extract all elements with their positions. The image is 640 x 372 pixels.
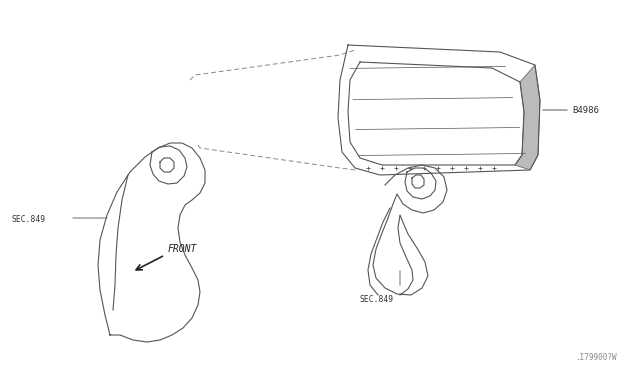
Text: SEC.849: SEC.849 xyxy=(12,215,46,224)
Polygon shape xyxy=(515,65,540,170)
Text: FRONT: FRONT xyxy=(168,244,197,254)
Text: B4986: B4986 xyxy=(572,106,599,115)
Text: .I79900?W: .I79900?W xyxy=(575,353,616,362)
Text: SEC.849: SEC.849 xyxy=(360,295,394,304)
